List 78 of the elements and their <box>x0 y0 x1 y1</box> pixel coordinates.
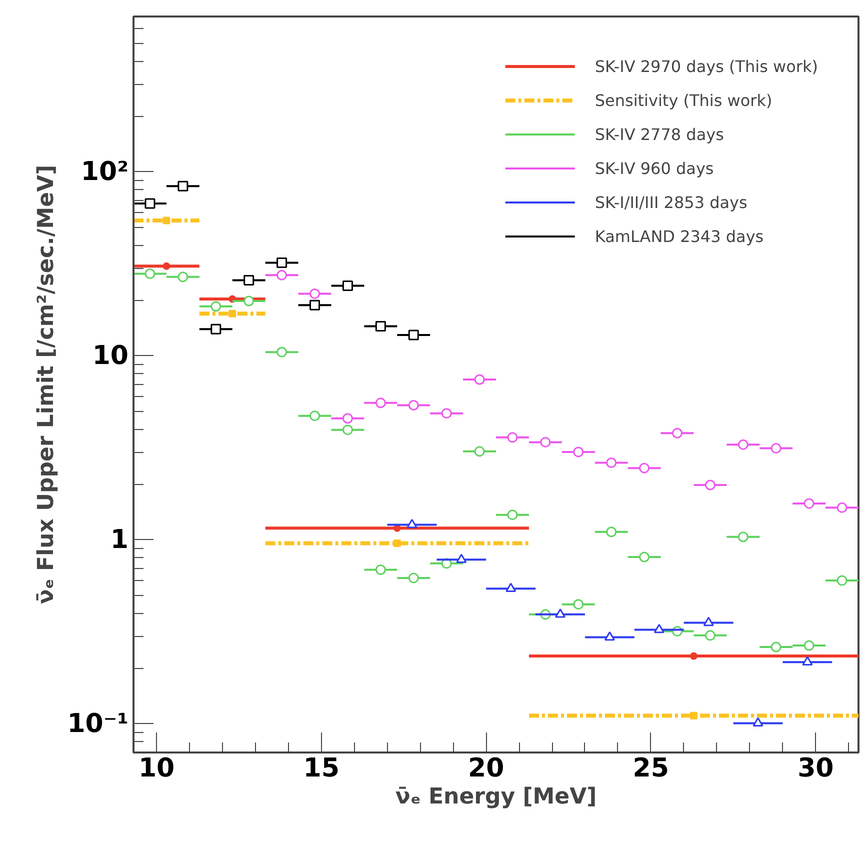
x-tick-label: 20 <box>468 754 504 784</box>
point <box>342 424 353 436</box>
point <box>408 330 419 340</box>
point <box>690 652 698 660</box>
point <box>738 532 748 542</box>
point <box>606 526 617 538</box>
point <box>441 408 452 419</box>
point <box>375 398 386 408</box>
point <box>406 518 418 528</box>
legend-label: SK-IV 2970 days (This work) <box>594 56 818 76</box>
x-axis-title: ν̄ₑ Energy [MeV] <box>395 784 597 810</box>
point <box>770 642 782 652</box>
x-tick-label: 15 <box>303 754 340 784</box>
point <box>506 582 516 592</box>
point <box>540 436 551 448</box>
point <box>162 262 170 270</box>
point <box>654 624 664 634</box>
point <box>604 631 615 641</box>
point <box>507 432 518 443</box>
x-tick-label: 30 <box>798 754 834 784</box>
point <box>804 498 814 509</box>
point <box>210 324 222 334</box>
x-tick-label: 25 <box>632 754 669 784</box>
point <box>752 717 764 727</box>
legend-label: SK-IV 960 days <box>594 158 714 178</box>
point <box>408 572 419 584</box>
legend-label: Sensitivity (This work) <box>594 90 772 110</box>
point <box>244 275 254 286</box>
point <box>393 540 401 548</box>
y-axis-title: ν̄ₑ Flux Upper Limit [/cm²/sec./MeV] <box>34 164 60 604</box>
point <box>672 428 682 438</box>
point <box>210 301 222 312</box>
y-tick-label: 10⁻¹ <box>67 709 129 739</box>
point <box>310 288 320 299</box>
point <box>310 410 320 422</box>
point <box>276 346 288 358</box>
point <box>573 599 584 610</box>
point <box>375 321 386 332</box>
point <box>178 272 188 282</box>
point <box>342 280 353 291</box>
point <box>836 502 848 513</box>
point <box>704 630 716 641</box>
y-tick-label: 1 <box>110 525 129 555</box>
point <box>474 446 485 457</box>
point <box>836 575 848 586</box>
point <box>144 268 156 279</box>
point <box>704 480 716 490</box>
point <box>804 640 814 651</box>
point <box>690 712 698 720</box>
y-tick-label: 10 <box>92 341 129 371</box>
legend-label: SK-IV 2778 days <box>594 124 724 144</box>
point <box>310 300 320 310</box>
point <box>228 310 236 318</box>
point <box>770 443 782 454</box>
point <box>474 374 485 385</box>
point <box>507 510 518 520</box>
point <box>802 656 813 666</box>
point <box>178 180 188 192</box>
point <box>276 258 288 268</box>
legend-label: SK-I/II/III 2853 days <box>594 192 748 212</box>
point <box>639 462 650 474</box>
point <box>738 439 748 450</box>
point <box>276 270 288 280</box>
point <box>703 616 714 626</box>
point <box>456 554 467 563</box>
legend-label: KamLAND 2343 days <box>594 226 764 246</box>
point <box>144 198 156 209</box>
y-tick-label: 10² <box>80 157 129 187</box>
point <box>573 446 584 458</box>
point <box>408 400 419 410</box>
x-tick-label: 10 <box>138 754 175 784</box>
point <box>375 564 386 576</box>
point <box>555 608 566 618</box>
point <box>244 296 254 306</box>
point <box>606 457 617 468</box>
point <box>639 552 650 562</box>
point <box>342 413 353 424</box>
point <box>162 216 170 224</box>
